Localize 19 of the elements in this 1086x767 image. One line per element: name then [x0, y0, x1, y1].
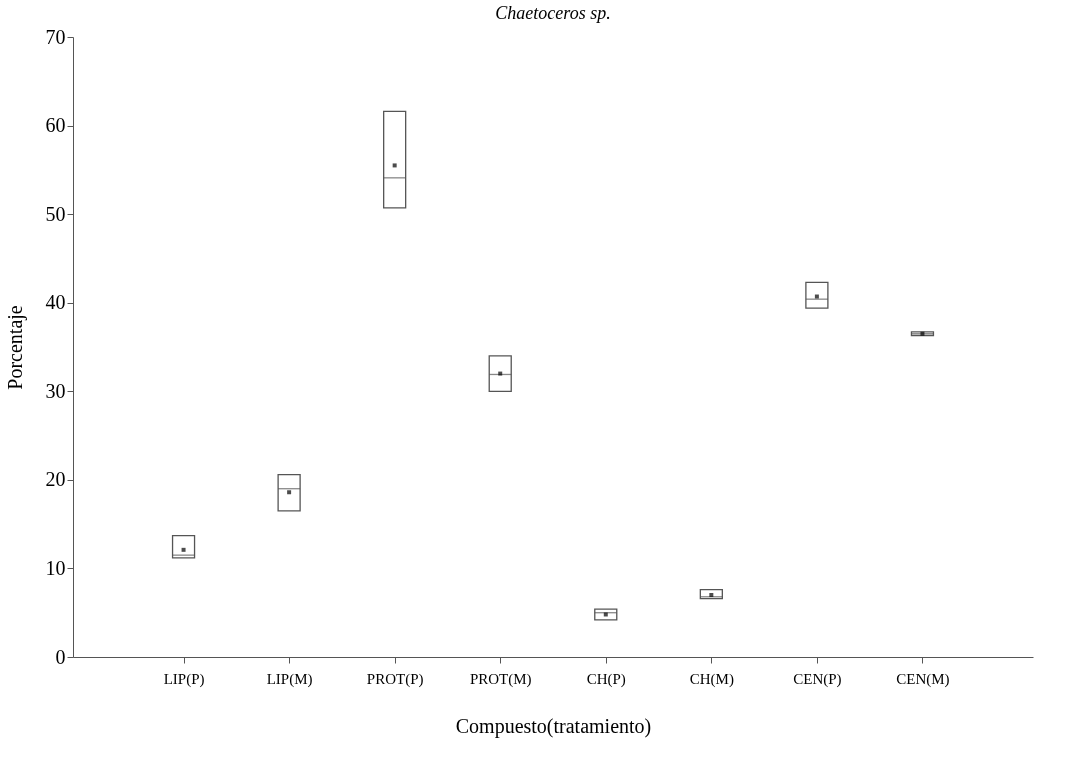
- x-tick-label: PROT(M): [469, 670, 532, 688]
- x-tick-label: CH(M): [689, 670, 734, 688]
- x-tick-label: CEN(M): [896, 670, 950, 688]
- y-tick-label: 0: [55, 645, 66, 668]
- x-tick-label: LIP(P): [163, 670, 205, 688]
- y-tick-label: 30: [45, 379, 66, 402]
- y-tick-label: 10: [45, 556, 66, 579]
- y-tick-label: 40: [45, 291, 66, 314]
- chart-title: Chaetoceros sp.: [495, 3, 611, 23]
- y-tick-label: 70: [45, 25, 66, 48]
- y-tick-label: 50: [45, 202, 66, 225]
- x-tick-label: CH(P): [586, 670, 626, 688]
- y-tick-label: 60: [45, 114, 66, 137]
- x-tick-label: CEN(P): [793, 670, 842, 688]
- x-tick-label: LIP(M): [266, 670, 313, 688]
- y-tick-label: 20: [45, 468, 66, 491]
- x-tick-label: PROT(P): [366, 670, 424, 688]
- x-axis-title: Compuesto(tratamiento): [455, 714, 652, 738]
- y-axis-title: Porcentaje: [3, 305, 27, 390]
